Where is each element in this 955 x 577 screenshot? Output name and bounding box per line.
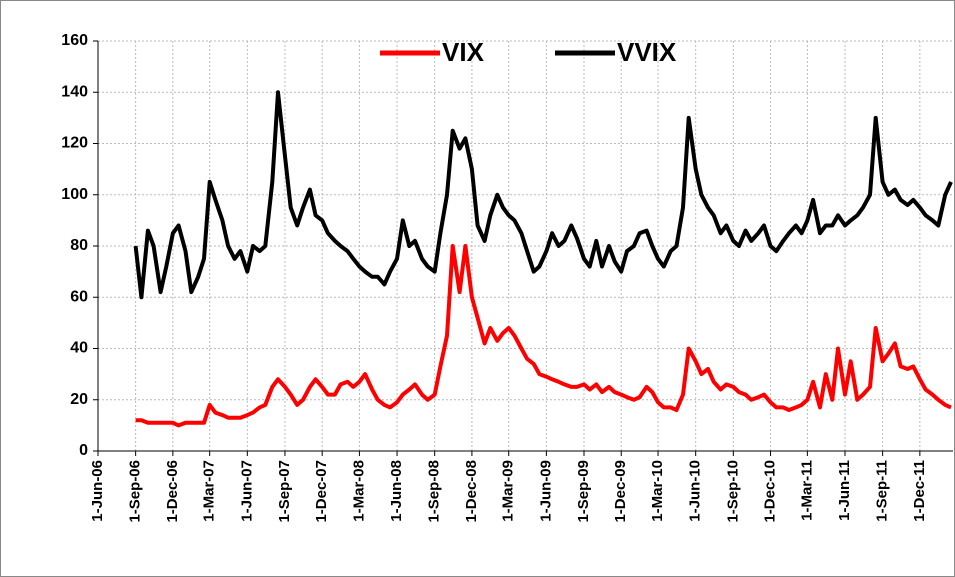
- x-tick-label: 1-Sep-08: [426, 460, 443, 523]
- series-line: [133, 90, 953, 300]
- x-tick-label: 1-Jun-09: [537, 460, 554, 522]
- x-tick-label: 1-Jun-08: [388, 460, 405, 522]
- y-tick-label: 20: [70, 391, 88, 408]
- x-tick-label: 1-Jun-06: [89, 460, 106, 522]
- y-tick-label: 140: [61, 83, 88, 100]
- x-tick-label: 1-Jun-11: [836, 460, 853, 521]
- x-tick-label: 1-Dec-07: [313, 460, 330, 523]
- x-tick-label: 1-Mar-09: [500, 460, 517, 522]
- y-tick-label: 100: [61, 186, 88, 203]
- x-tick-label: 1-Sep-06: [127, 460, 144, 523]
- y-tick-label: 120: [61, 135, 88, 152]
- y-tick-label: 80: [70, 237, 88, 254]
- x-tick-label: 1-Dec-06: [164, 460, 181, 523]
- y-tick-label: 160: [61, 32, 88, 49]
- x-tick-label: 1-Jun-07: [238, 460, 255, 522]
- x-tick-label: 1-Sep-10: [724, 460, 741, 523]
- legend-label: VVIX: [617, 37, 677, 67]
- x-tick-label: 1-Sep-11: [874, 460, 891, 522]
- series-line: [135, 244, 952, 428]
- x-tick-label: 1-Sep-07: [276, 460, 293, 523]
- x-tick-label: 1-Dec-08: [463, 460, 480, 523]
- x-tick-label: 1-Mar-07: [201, 460, 218, 522]
- y-tick-label: 60: [70, 288, 88, 305]
- x-tick-label: 1-Dec-09: [612, 460, 629, 523]
- legend-label: VIX: [442, 37, 485, 67]
- x-tick-label: 1-Mar-11: [798, 460, 815, 521]
- x-tick-label: 1-Sep-09: [575, 460, 592, 523]
- x-tick-label: 1-Mar-08: [350, 460, 367, 522]
- x-tick-label: 1-Mar-10: [649, 460, 666, 522]
- x-tick-label: 1-Jun-10: [687, 460, 704, 522]
- x-tick-label: 1-Dec-11: [911, 460, 928, 522]
- y-tick-label: 0: [79, 442, 88, 459]
- x-tick-label: 1-Dec-10: [762, 460, 779, 523]
- y-tick-label: 40: [70, 340, 88, 357]
